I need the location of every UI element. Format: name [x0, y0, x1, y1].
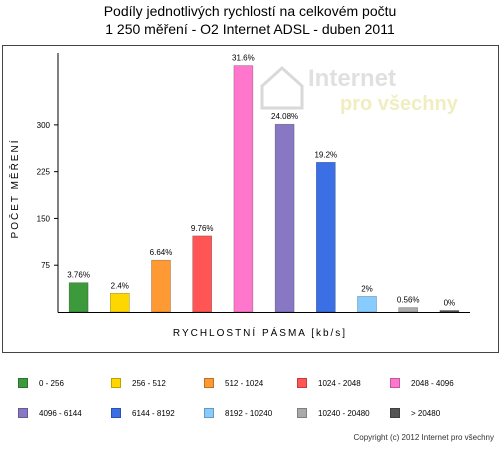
- bar-value-label: 31.6%: [232, 54, 255, 63]
- legend-swatch: [204, 408, 214, 418]
- legend-swatch: [111, 378, 121, 388]
- y-tick-label: 300: [37, 121, 51, 130]
- legend-item: 8192 - 10240: [204, 408, 297, 418]
- legend-label: 256 - 512: [132, 378, 166, 388]
- legend-swatch: [18, 378, 28, 388]
- y-axis-label: POČET MĚŘENÍ: [8, 139, 21, 239]
- y-tick-label: 150: [37, 214, 51, 223]
- legend-item: 10240 - 20480: [297, 408, 390, 418]
- bar-9: [398, 307, 419, 313]
- legend-swatch: [111, 408, 121, 418]
- legend-swatch: [297, 378, 307, 388]
- legend-item: 512 - 1024: [204, 378, 297, 388]
- legend-label: 10240 - 20480: [318, 408, 370, 418]
- bar-5: [233, 65, 254, 313]
- bar-value-label: 9.76%: [191, 224, 214, 233]
- legend-label: 1024 - 2048: [318, 378, 361, 388]
- bar-value-label: 3.76%: [67, 271, 90, 280]
- bar-1: [68, 282, 89, 313]
- watermark-line1: Internet: [308, 65, 396, 92]
- legend-swatch: [390, 408, 400, 418]
- bar-4: [192, 235, 212, 313]
- bar-value-label: 24.08%: [271, 112, 298, 121]
- bar-6: [274, 123, 295, 313]
- watermark-line2: pro všechny: [340, 93, 459, 115]
- legend-label: 2048 - 4096: [411, 378, 454, 388]
- chart-title-line1: Podíly jednotlivých rychlostí na celkové…: [103, 3, 397, 19]
- legend-item: 2048 - 4096: [390, 378, 483, 388]
- bar-value-label: 2%: [361, 284, 373, 293]
- legend-item: > 20480: [390, 408, 483, 418]
- bar-3: [151, 259, 171, 313]
- house-icon: [260, 65, 304, 110]
- x-axis-label: RYCHLOSTNÍ PÁSMA [kb/s]: [173, 326, 347, 339]
- bar-value-label: 0%: [444, 299, 456, 308]
- legend-item: 6144 - 8192: [111, 408, 204, 418]
- legend-swatch: [390, 378, 400, 388]
- chart-title-line2: 1 250 měření - O2 Internet ADSL - duben …: [105, 21, 395, 37]
- legend-swatch: [18, 408, 28, 418]
- bar-10: [439, 310, 460, 313]
- legend-label: 6144 - 8192: [132, 408, 175, 418]
- bar-value-label: 0.56%: [397, 296, 420, 305]
- legend-row: 4096 - 6144 6144 - 8192 8192 - 10240 10240 …: [18, 398, 498, 428]
- y-tick-label: 225: [37, 168, 51, 177]
- legend-swatch: [204, 378, 214, 388]
- legend-item: 4096 - 6144: [18, 408, 111, 418]
- bar-value-label: 19.2%: [314, 150, 337, 159]
- legend-swatch: [297, 408, 307, 418]
- legend-label: > 20480: [411, 408, 441, 418]
- legend-label: 4096 - 6144: [39, 408, 82, 418]
- legend-item: 1024 - 2048: [297, 378, 390, 388]
- bar-value-label: 2.4%: [111, 281, 129, 290]
- bar-7: [315, 161, 336, 313]
- bar-2: [110, 292, 130, 313]
- legend-row: 0 - 256 256 - 512 512 - 1024 1024 - 2048 204…: [18, 368, 498, 398]
- legend-label: 512 - 1024: [225, 378, 264, 388]
- chart-legend: 0 - 256 256 - 512 512 - 1024 1024 - 2048 204…: [18, 368, 498, 428]
- legend-label: 8192 - 10240: [225, 408, 273, 418]
- bar-value-label: 6.64%: [150, 248, 173, 257]
- y-tick-label: 75: [41, 261, 50, 270]
- copyright-text: Copyright (c) 2012 Internet pro všechny: [353, 433, 494, 442]
- legend-item: 0 - 256: [18, 378, 111, 388]
- bar-8: [357, 296, 377, 313]
- legend-label: 0 - 256: [39, 378, 64, 388]
- legend-item: 256 - 512: [111, 378, 204, 388]
